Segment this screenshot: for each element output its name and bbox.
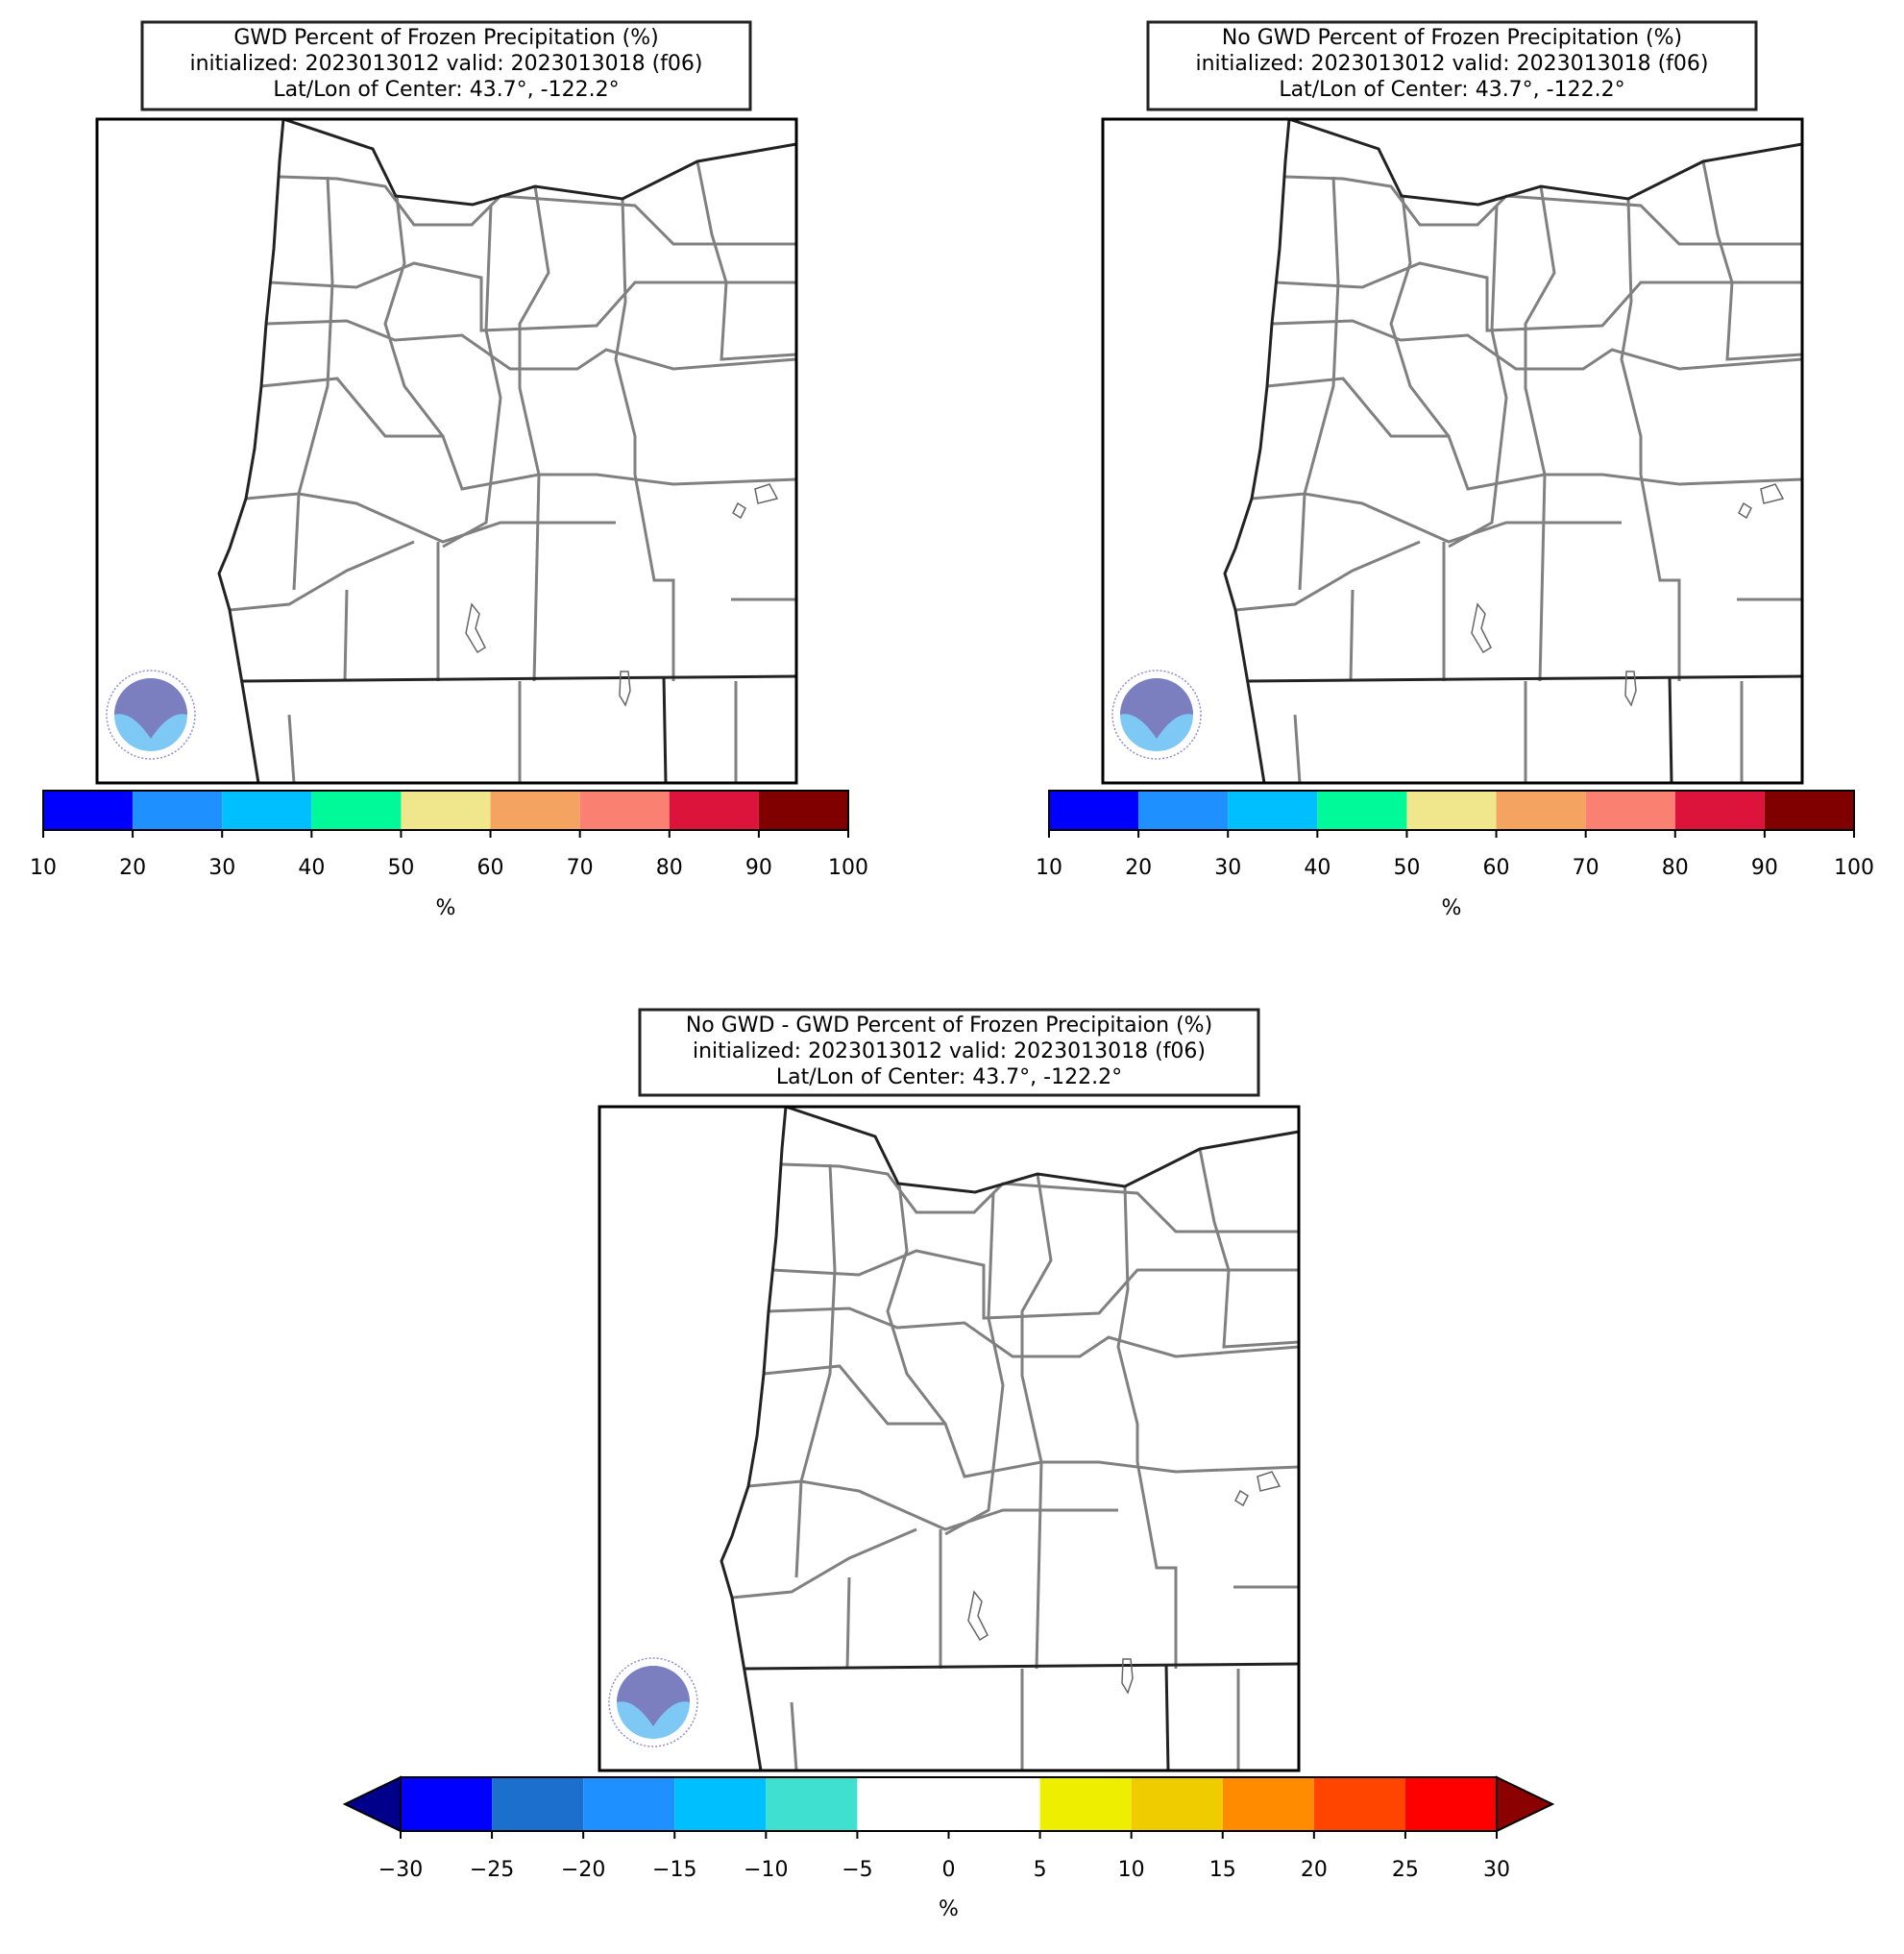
colorbar-segment	[1674, 791, 1765, 830]
colorbar-tick-label: 80	[1662, 856, 1689, 880]
title-line: Lat/Lon of Center: 43.7°, -122.2°	[776, 1065, 1122, 1089]
title-box	[140, 20, 752, 111]
colorbar-tick-label: −30	[378, 1858, 423, 1882]
colorbar-label: %	[436, 896, 456, 920]
colorbar-segment	[1228, 791, 1318, 830]
colorbar-segment	[1496, 791, 1586, 830]
colorbar-segment	[758, 791, 848, 830]
colorbar-segment	[401, 791, 491, 830]
colorbar-tick-label: 20	[1125, 856, 1152, 880]
colorbar-segment	[1313, 1777, 1405, 1831]
title-line: initialized: 2023013012 valid: 202301301…	[1196, 52, 1709, 76]
colorbar-segment	[766, 1777, 858, 1831]
colorbar-segment	[1138, 791, 1229, 830]
colorbar-tick-label: 5	[1034, 1858, 1047, 1882]
colorbar-segment	[1222, 1777, 1314, 1831]
colorbar-segment	[492, 1777, 584, 1831]
colorbar-tick-label: 70	[567, 856, 594, 880]
colorbar-tick-label: 15	[1209, 1858, 1236, 1882]
colorbar-tick-label: −20	[561, 1858, 605, 1882]
map	[95, 117, 798, 785]
colorbar-extend-under	[342, 1775, 402, 1833]
colorbar-tick-label: 80	[656, 856, 683, 880]
colorbar-tick-label: 50	[387, 856, 414, 880]
map-frame	[95, 117, 798, 785]
map	[598, 1105, 1301, 1772]
colorbar-tick-label: −5	[842, 1858, 872, 1882]
colorbar-tick-label: 30	[1214, 856, 1241, 880]
colorbar-segment	[1406, 791, 1497, 830]
colorbar-segment	[490, 791, 580, 830]
colorbar-tick-label: 40	[298, 856, 325, 880]
colorbar-segment	[674, 1777, 767, 1831]
title-box	[638, 1008, 1260, 1097]
colorbar-segment	[222, 791, 312, 830]
colorbar-segment	[579, 791, 670, 830]
colorbar-segment	[1131, 1777, 1223, 1831]
colorbar-tick-label: 10	[1036, 856, 1062, 880]
colorbar-tick-label: 60	[477, 856, 504, 880]
colorbar-label: %	[939, 1897, 959, 1921]
colorbar-tick-label: 10	[1118, 1858, 1145, 1882]
colorbar-tick-label: 100	[1834, 856, 1874, 880]
colorbar-tick-label: 40	[1304, 856, 1330, 880]
map-frame	[1101, 117, 1804, 785]
colorbar-tick-label: 20	[119, 856, 146, 880]
colorbar-segment	[583, 1777, 675, 1831]
title-line: GWD Percent of Frozen Precipitation (%)	[233, 26, 658, 50]
colorbar-segment	[1764, 791, 1854, 830]
colorbar-segment	[1049, 791, 1139, 830]
colorbar-tick-label: 20	[1301, 1858, 1328, 1882]
colorbar-tick-label: 25	[1392, 1858, 1419, 1882]
colorbar-tick-label: 50	[1393, 856, 1420, 880]
title-line: initialized: 2023013012 valid: 202301301…	[693, 1039, 1206, 1063]
title-line: No GWD Percent of Frozen Precipitation (…	[1222, 26, 1682, 50]
colorbar-tick-label: 90	[745, 856, 772, 880]
colorbar-tick-label: 10	[30, 856, 57, 880]
title-line: Lat/Lon of Center: 43.7°, -122.2°	[273, 78, 619, 102]
colorbar-extend-over	[1496, 1775, 1555, 1833]
colorbar-segment	[669, 791, 759, 830]
colorbar-segment	[1404, 1777, 1497, 1831]
colorbar-frame	[42, 790, 849, 831]
colorbar-segment	[948, 1777, 1040, 1831]
title-line: No GWD - GWD Percent of Frozen Precipita…	[686, 1014, 1212, 1038]
colorbar-frame	[1048, 790, 1855, 831]
colorbar-label: %	[1442, 896, 1462, 920]
map-frame	[598, 1105, 1301, 1772]
colorbar-tick-label: 30	[208, 856, 235, 880]
colorbar-tick-label: 90	[1751, 856, 1778, 880]
colorbar-segment	[133, 791, 223, 830]
title-line: Lat/Lon of Center: 43.7°, -122.2°	[1279, 78, 1624, 102]
title-box	[1146, 20, 1758, 111]
colorbar-segment	[311, 791, 402, 830]
colorbar-tick-label: 0	[942, 1858, 956, 1882]
colorbar-tick-label: −15	[652, 1858, 696, 1882]
title-line: initialized: 2023013012 valid: 202301301…	[190, 52, 703, 76]
colorbar-segment	[1585, 791, 1675, 830]
colorbar-segment	[401, 1777, 493, 1831]
colorbar-tick-label: −25	[470, 1858, 514, 1882]
colorbar-segment	[43, 791, 134, 830]
colorbar-segment	[857, 1777, 949, 1831]
map	[1101, 117, 1804, 785]
colorbar-tick-label: −10	[744, 1858, 788, 1882]
colorbar-segment	[1039, 1777, 1132, 1831]
colorbar-tick-label: 70	[1573, 856, 1599, 880]
colorbar-tick-label: 30	[1483, 1858, 1510, 1882]
colorbar-segment	[1317, 791, 1407, 830]
colorbar-tick-label: 60	[1483, 856, 1510, 880]
colorbar-tick-label: 100	[828, 856, 868, 880]
